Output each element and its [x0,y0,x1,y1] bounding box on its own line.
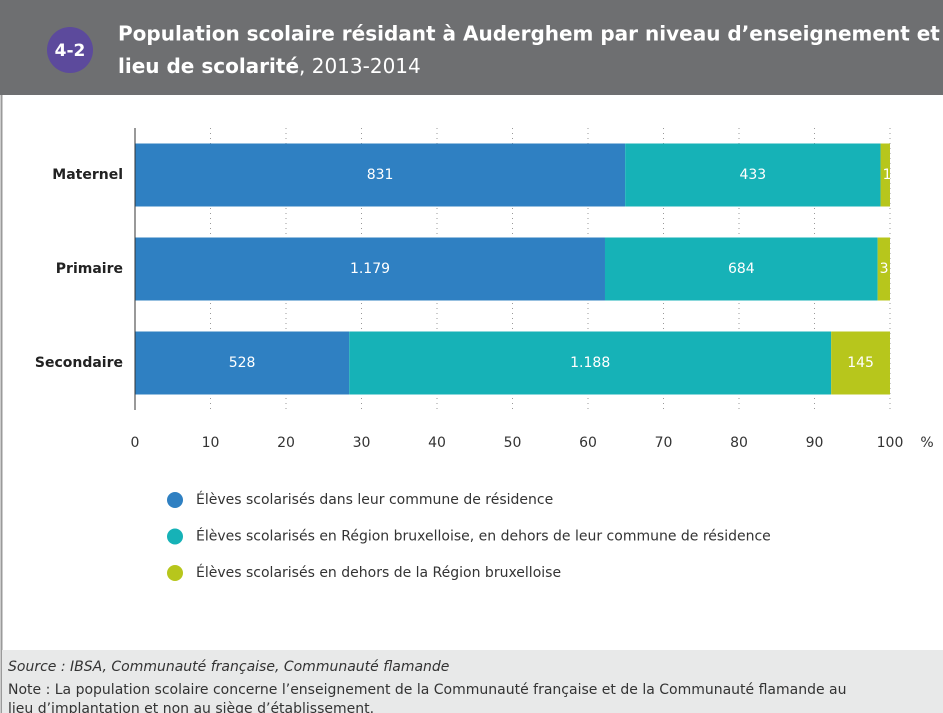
chart-title: lieu de scolarité, 2013-2014 [118,54,421,78]
bar-segment [135,237,605,301]
header [0,0,943,95]
legend-marker [167,492,183,508]
x-tick-label: 90 [806,435,824,451]
bar-segment [135,331,350,395]
legend-marker [167,528,183,545]
bar-segment [135,143,626,207]
data-label: 1.179 [350,261,390,277]
data-label: 684 [728,261,755,277]
data-label: 433 [739,167,766,183]
legend-label: Élèves scolarisés dans leur commune de r… [196,491,553,508]
note: lieu d’implantation et non au siège d’ét… [8,701,374,713]
chart-title: lieu de scolarité [118,54,299,78]
legend-label: Élèves scolarisés en Région bruxelloise,… [196,528,771,545]
data-label: 528 [229,355,256,371]
y-tick-label: Maternel [52,167,123,183]
legend-marker [167,565,183,581]
x-tick-label: 10 [202,435,220,451]
x-tick-label: 40 [428,435,446,451]
source: Source : IBSA, Communauté française, Com… [8,659,449,675]
data-label: 16 [883,167,901,183]
footer [2,650,943,713]
x-tick-label: 100 [877,435,904,451]
bar-segment [831,331,890,395]
x-tick-label: 30 [353,435,371,451]
data-label: 31 [880,261,898,277]
badge [47,27,93,73]
bar-segment [625,143,881,207]
x-tick-label: 0 [131,435,140,451]
chart-title: Population scolaire résidant à Auderghem… [118,22,940,46]
x-tick-label: 70 [655,435,673,451]
badge-label: 4-2 [55,41,86,61]
y-tick-label: Primaire [56,261,123,277]
data-label: 145 [847,355,874,371]
bar-segment [880,143,890,207]
data-label: 1.188 [570,355,610,371]
x-tick-label: 60 [579,435,597,451]
x-tick-label: 80 [730,435,748,451]
bar-segment [349,331,832,395]
legend-label: Élèves scolarisés en dehors de la Région… [196,564,561,581]
x-tick-label: 20 [277,435,295,451]
data-label: 831 [367,167,394,183]
bar-segment [604,237,878,301]
x-unit: % [920,435,933,451]
y-tick-label: Secondaire [35,355,123,371]
bar-segment [877,237,890,301]
chart-subtitle: , 2013-2014 [299,54,421,78]
x-tick-label: 50 [504,435,522,451]
note: Note : La population scolaire concerne l… [8,682,847,698]
